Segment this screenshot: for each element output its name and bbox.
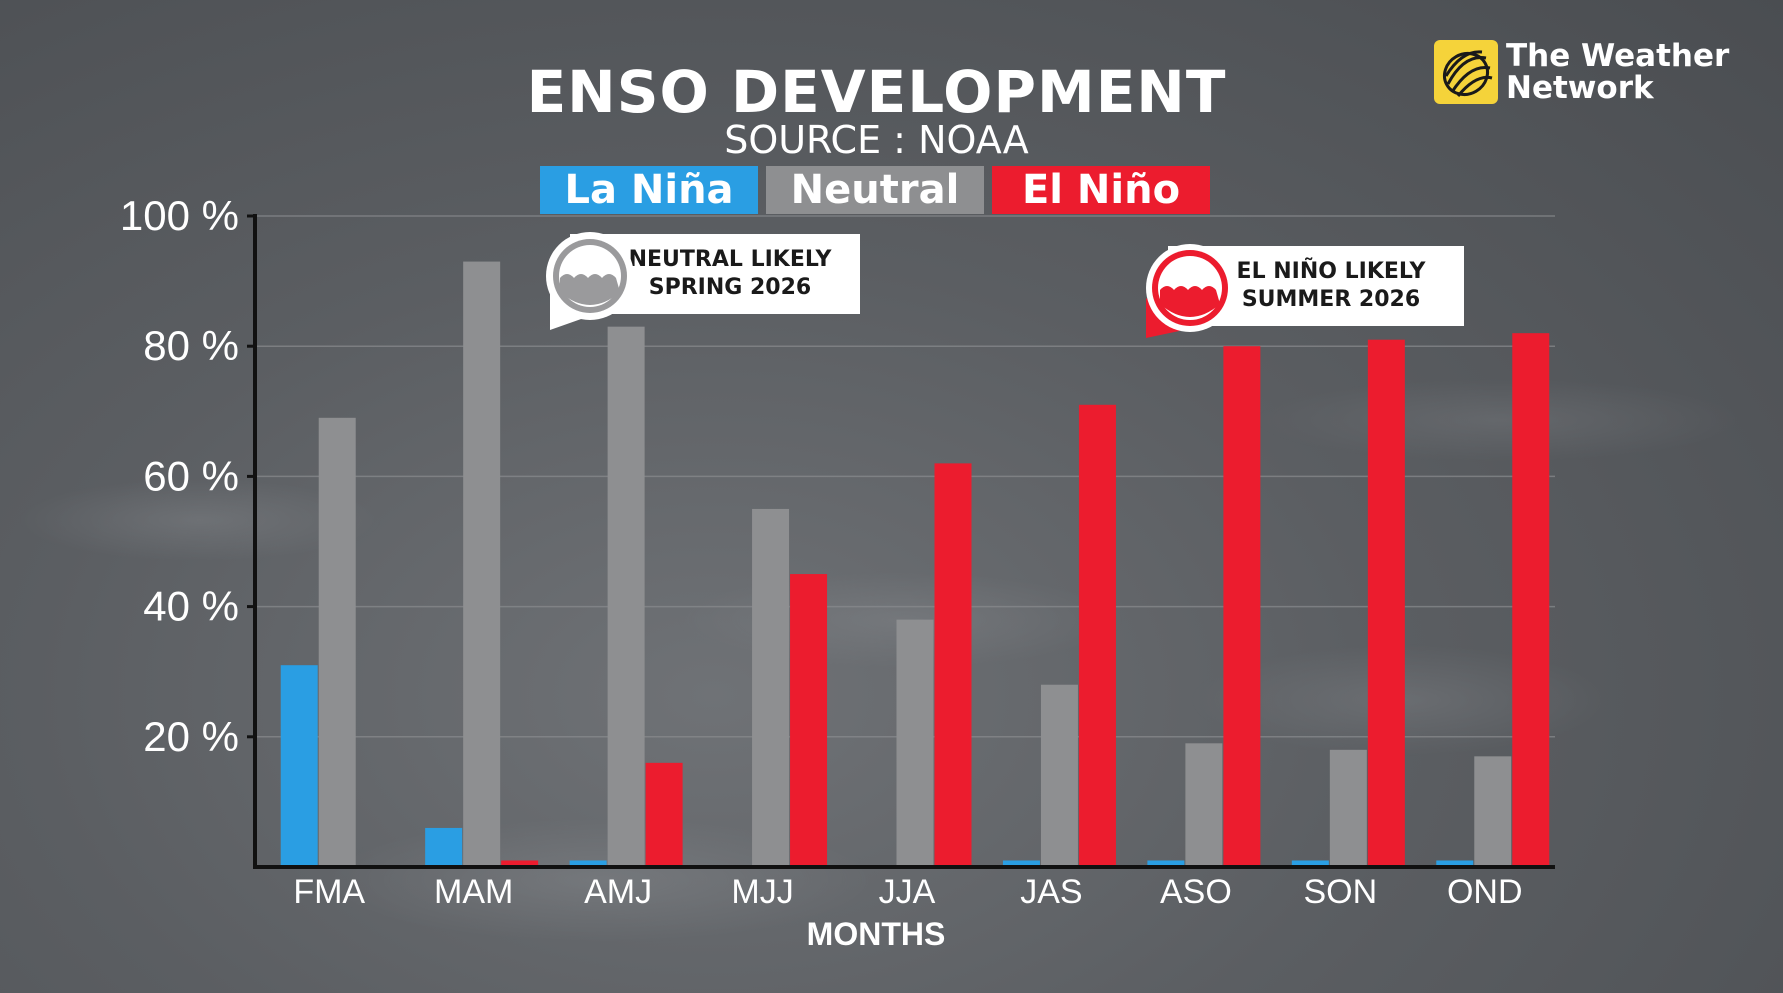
bar-neutral-amj: [607, 326, 645, 867]
bar-neutral-mjj: [752, 508, 790, 867]
bar-la-ni-a-aso: [1147, 860, 1185, 867]
bar-la-ni-a-son: [1291, 860, 1329, 867]
bar-la-ni-a-amj: [569, 860, 607, 867]
callout-neutral-line2: SPRING 2026: [648, 275, 812, 300]
x-axis-title: MONTHS: [807, 916, 946, 952]
x-tick-label-mjj: MJJ: [731, 873, 793, 911]
chart-title: ENSO DEVELOPMENT: [526, 58, 1227, 126]
bar-el-ni-o-jas: [1078, 404, 1116, 867]
y-tick-label-20: 20 %: [143, 713, 239, 760]
bar-neutral-aso: [1185, 743, 1223, 867]
logo-text-line1: The Weather: [1506, 38, 1730, 74]
globe-icon: [1434, 40, 1498, 104]
bar-el-ni-o-jja: [934, 463, 972, 867]
x-tick-label-aso: ASO: [1160, 873, 1232, 911]
x-tick-label-son: SON: [1303, 873, 1377, 911]
axes: [247, 214, 1555, 869]
y-tick-label-100: 100 %: [120, 192, 239, 239]
bar-el-ni-o-ond: [1512, 333, 1550, 867]
x-tick-label-mam: MAM: [434, 873, 513, 911]
legend-item-neutral: Neutral: [766, 166, 984, 214]
bar-el-ni-o-mjj: [790, 574, 828, 867]
bar-la-ni-a-mam: [425, 827, 463, 867]
x-tick-label-jja: JJA: [879, 873, 936, 911]
el-nino-ocean-icon: [1146, 244, 1234, 338]
axis-labels: 20 % 40 % 60 % 80 % 100 % FMA MAM AMJ MJJ JJA JAS A…: [120, 192, 1523, 952]
callout-neutral-line1: NEUTRAL LIKELY: [628, 247, 832, 272]
bars: [280, 261, 1550, 867]
bar-el-ni-o-son: [1367, 339, 1405, 867]
legend-item-el-nino: El Niño: [992, 166, 1210, 214]
legend: La Niña Neutral El Niño: [540, 166, 1210, 214]
logo-text-line2: Network: [1506, 70, 1654, 106]
bar-neutral-fma: [318, 417, 356, 867]
bar-el-ni-o-mam: [501, 860, 539, 867]
bar-neutral-mam: [463, 261, 501, 867]
bar-la-ni-a-fma: [280, 665, 318, 867]
x-tick-label-ond: OND: [1447, 873, 1523, 911]
x-tick-label-amj: AMJ: [584, 873, 652, 911]
y-tick-label-40: 40 %: [143, 583, 239, 630]
callout-elnino-line2: SUMMER 2026: [1241, 287, 1421, 312]
bar-neutral-ond: [1474, 756, 1512, 867]
y-tick-label-60: 60 %: [143, 452, 239, 499]
callout-elnino-line1: EL NIÑO LIKELY: [1236, 259, 1426, 284]
legend-item-la-nina: La Niña: [540, 166, 758, 214]
x-tick-label-fma: FMA: [293, 873, 365, 911]
bar-la-ni-a-jas: [1002, 860, 1040, 867]
y-tick-label-80: 80 %: [143, 322, 239, 369]
chart-subtitle: SOURCE : NOAA: [724, 118, 1029, 162]
bar-el-ni-o-amj: [645, 762, 683, 867]
bar-neutral-jas: [1040, 684, 1078, 867]
bar-el-ni-o-aso: [1223, 346, 1261, 867]
bar-neutral-son: [1329, 749, 1367, 867]
neutral-ocean-icon: [546, 232, 634, 330]
bar-neutral-jja: [896, 619, 934, 867]
bar-la-ni-a-ond: [1436, 860, 1474, 867]
weather-network-logo: The Weather Network: [1434, 40, 1729, 104]
x-tick-label-jas: JAS: [1020, 873, 1082, 911]
